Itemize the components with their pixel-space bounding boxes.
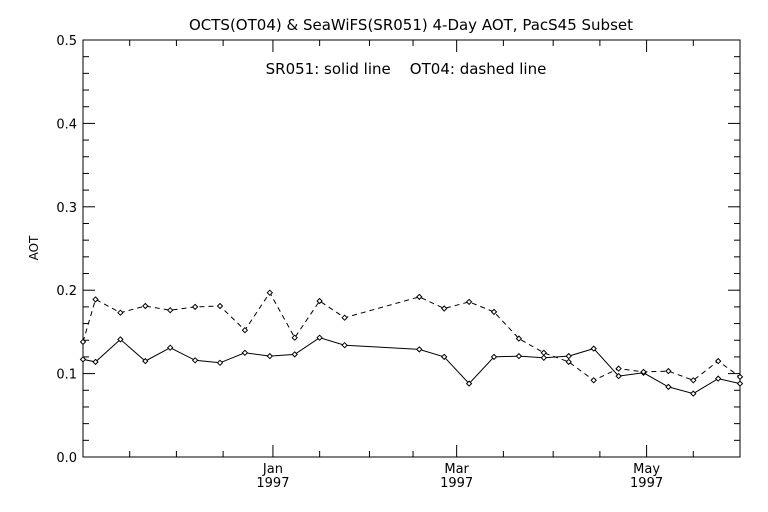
data-point-ot04 [590, 377, 597, 384]
data-point-sr051 [316, 334, 323, 341]
y-axis: 0.0 0.1 0.2 0.3 0.4 0.5 [56, 34, 740, 466]
data-point-sr051 [191, 357, 199, 364]
data-point-ot04 [465, 298, 473, 306]
data-point-sr051 [515, 352, 523, 360]
data-point-ot04 [266, 289, 274, 296]
data-point-sr051 [79, 356, 87, 363]
data-point-sr051 [117, 336, 124, 343]
data-point-ot04 [540, 349, 548, 357]
y-tick-label: 0.2 [56, 284, 77, 299]
chart-title: OCTS(OT04) & SeaWiFS(SR051) 4-Day AOT, P… [189, 16, 633, 34]
y-tick-label: 0.4 [56, 117, 77, 132]
x-tick-label-year: 1997 [630, 476, 663, 491]
data-point-sr051 [291, 351, 298, 358]
series-line-ot04 [82, 291, 741, 381]
data-point-ot04 [690, 377, 697, 384]
data-point-ot04 [565, 358, 572, 366]
x-tick-label-year: 1997 [440, 476, 473, 491]
y-tick-label: 0.0 [56, 451, 77, 466]
data-point-sr051 [615, 372, 622, 380]
series-layer [79, 289, 744, 397]
x-tick-label-month: Jan [262, 462, 283, 477]
data-point-sr051 [241, 349, 249, 357]
data-point-ot04 [714, 357, 722, 365]
y-axis-label: AOT [27, 235, 41, 260]
data-point-sr051 [590, 345, 597, 352]
data-point-ot04 [117, 309, 124, 316]
data-point-sr051 [736, 380, 744, 387]
data-point-sr051 [714, 375, 722, 382]
data-point-ot04 [490, 308, 498, 316]
data-point-ot04 [79, 338, 87, 346]
x-tick-label-year: 1997 [256, 476, 289, 491]
data-point-ot04 [615, 365, 622, 372]
data-point-sr051 [665, 383, 672, 391]
data-point-sr051 [440, 353, 448, 361]
data-point-sr051 [142, 357, 149, 365]
data-point-ot04 [316, 297, 323, 305]
line-style-note: SR051: solid line OT04: dashed line [266, 60, 547, 78]
data-point-ot04 [241, 326, 249, 334]
data-point-ot04 [166, 306, 174, 314]
data-point-ot04 [515, 335, 523, 342]
data-point-sr051 [216, 359, 224, 367]
data-point-ot04 [142, 302, 149, 310]
y-tick-label: 0.5 [56, 34, 77, 49]
y-tick-label: 0.3 [56, 201, 77, 216]
data-point-sr051 [690, 390, 697, 397]
data-point-sr051 [416, 346, 423, 353]
plot-frame [82, 39, 741, 458]
data-point-ot04 [291, 334, 298, 341]
data-point-sr051 [565, 352, 572, 360]
data-point-sr051 [92, 358, 99, 366]
data-point-ot04 [640, 368, 647, 376]
data-point-sr051 [465, 380, 473, 387]
x-tick-label-month: May [633, 462, 660, 477]
data-point-ot04 [665, 367, 672, 375]
data-point-ot04 [92, 296, 99, 303]
data-point-ot04 [341, 314, 348, 321]
data-point-ot04 [416, 293, 423, 301]
y-tick-label: 0.1 [56, 368, 77, 383]
data-point-ot04 [216, 302, 224, 310]
data-point-ot04 [191, 303, 199, 311]
x-tick-label-month: Mar [444, 462, 469, 477]
data-point-sr051 [490, 353, 498, 361]
data-point-ot04 [736, 373, 744, 381]
data-point-sr051 [166, 344, 174, 351]
data-point-sr051 [540, 354, 548, 362]
series-line-sr051 [82, 337, 741, 395]
data-point-ot04 [440, 305, 448, 312]
data-point-sr051 [341, 341, 348, 349]
data-point-sr051 [266, 352, 274, 360]
